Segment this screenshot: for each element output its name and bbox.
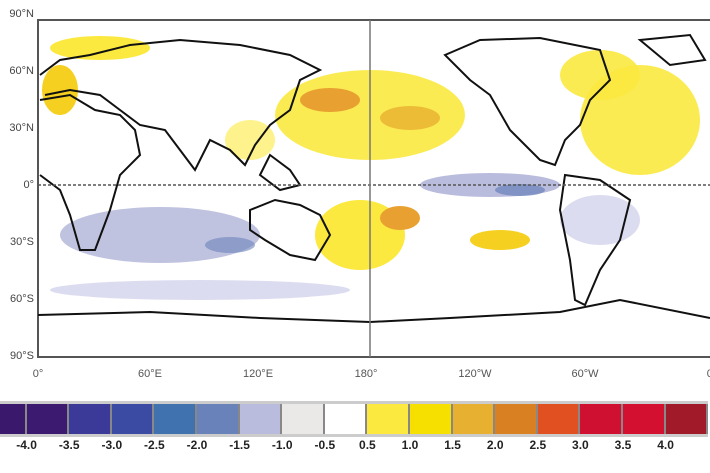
colorbar-label: 1.0: [401, 438, 419, 452]
colorbar-swatch: [196, 404, 240, 434]
y-label: 0°: [23, 179, 34, 191]
x-label: 60°W: [571, 368, 599, 380]
colorbar-label: 2.0: [486, 438, 504, 452]
colorbar-label: -1.0: [271, 438, 293, 452]
colorbar-swatch: [452, 404, 496, 434]
x-label: 0°: [706, 368, 710, 380]
colorbar-swatch: [154, 404, 197, 434]
x-label: 0°: [32, 368, 44, 380]
colorbar-swatch: [0, 404, 27, 434]
colorbar-label: 0.5: [359, 438, 376, 452]
x-label: 180°: [354, 368, 378, 380]
anomaly-map: [37, 19, 710, 358]
colorbar-swatch: [282, 404, 325, 434]
colorbar-swatch: [580, 404, 623, 434]
colorbar-swatch: [69, 404, 112, 434]
y-label: 90°N: [9, 8, 34, 20]
colorbar-label: -3.5: [58, 438, 80, 452]
colorbar-label: -0.5: [314, 438, 336, 452]
colorbar-swatch: [409, 404, 453, 434]
colorbar-swatch: [537, 404, 581, 434]
y-label: 90°S: [10, 350, 34, 362]
colorbar-label: 4.0: [657, 438, 674, 452]
colorbar-label: 3.0: [572, 438, 589, 452]
colorbar-label: -4.0: [16, 438, 37, 452]
colorbar-label: 2.5: [529, 438, 547, 452]
x-label: 120°W: [458, 368, 492, 380]
coastlines: [37, 33, 710, 324]
y-label: 30°S: [10, 236, 34, 248]
colorbar-label: -2.0: [186, 438, 208, 452]
colorbar-swatch: [26, 404, 70, 434]
colorbar-swatch: [367, 404, 410, 434]
colorbar-swatch: [239, 404, 283, 434]
colorbar-swatch: [111, 404, 155, 434]
y-label: 30°N: [9, 122, 34, 134]
y-label: 60°S: [10, 293, 34, 305]
colorbar-label: -2.5: [144, 438, 165, 452]
x-label: 60°E: [138, 368, 162, 380]
colorbar-swatch: [324, 404, 368, 434]
colorbar-label: 1.5: [444, 438, 461, 452]
x-label: 120°E: [242, 368, 274, 380]
colorbar: [0, 401, 709, 437]
colorbar-label: -1.5: [229, 438, 250, 452]
colorbar-swatch: [495, 404, 538, 434]
colorbar-label: -3.0: [101, 438, 123, 452]
y-label: 60°N: [9, 65, 34, 77]
anomaly-shading: [42, 36, 700, 300]
colorbar-swatch: [665, 404, 709, 434]
colorbar-swatch: [622, 404, 666, 434]
colorbar-label: 3.5: [614, 438, 632, 452]
